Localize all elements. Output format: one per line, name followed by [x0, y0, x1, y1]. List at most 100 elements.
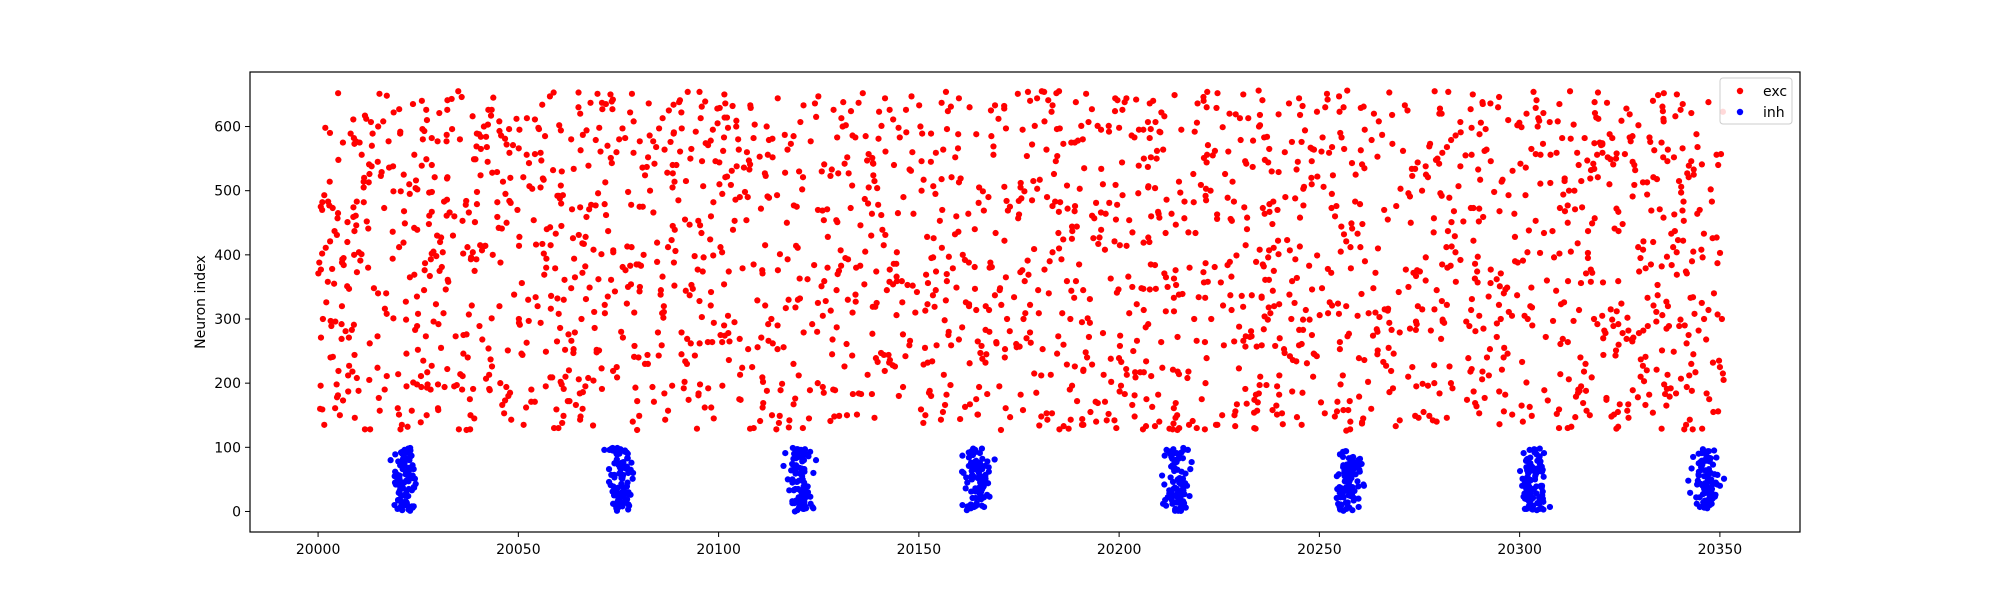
exc-spike	[1155, 391, 1162, 398]
exc-spike	[1476, 205, 1483, 212]
exc-spike	[868, 210, 876, 217]
exc-spike	[360, 199, 367, 206]
exc-spike	[488, 363, 496, 370]
exc-spike	[1181, 198, 1188, 205]
exc-spike	[438, 263, 445, 271]
exc-spike	[443, 138, 450, 145]
exc-spike	[1572, 414, 1579, 421]
inh-spike	[1171, 458, 1179, 466]
inh-spike	[1177, 480, 1184, 487]
exc-spike	[523, 339, 530, 346]
exc-spike	[1258, 293, 1265, 300]
exc-spike	[1082, 349, 1089, 356]
exc-spike	[1528, 145, 1535, 153]
exc-spike	[1265, 247, 1273, 254]
exc-spike	[1705, 306, 1712, 314]
exc-spike	[883, 287, 890, 294]
exc-spike	[1265, 304, 1272, 311]
exc-spike	[1142, 324, 1149, 331]
exc-spike	[1668, 262, 1675, 269]
exc-spike	[778, 380, 786, 387]
exc-spike	[1107, 355, 1114, 362]
exc-spike	[1146, 238, 1153, 246]
inh-spike	[401, 479, 408, 486]
exc-spike	[1397, 185, 1404, 192]
exc-spike	[1544, 397, 1551, 404]
exc-spike	[365, 225, 372, 232]
inh-spike	[1187, 466, 1194, 473]
exc-spike	[1146, 286, 1153, 293]
exc-spike	[400, 171, 407, 178]
exc-spike	[1514, 292, 1521, 299]
exc-spike	[488, 315, 495, 322]
exc-spike	[1467, 106, 1474, 113]
exc-spike	[565, 367, 573, 374]
exc-spike	[1064, 205, 1071, 212]
exc-spike	[1584, 157, 1591, 164]
exc-spike	[579, 131, 586, 138]
exc-spike	[650, 138, 657, 145]
exc-spike	[744, 194, 751, 201]
exc-spike	[460, 250, 467, 257]
exc-spike	[375, 394, 382, 402]
exc-spike	[796, 275, 803, 282]
exc-spike	[1263, 133, 1271, 140]
exc-spike	[1300, 185, 1307, 192]
exc-spike	[374, 158, 381, 165]
exc-spike	[1328, 269, 1335, 276]
inh-spike	[1527, 461, 1534, 468]
exc-spike	[799, 186, 806, 193]
exc-spike	[966, 360, 973, 367]
exc-spike	[494, 213, 501, 221]
exc-spike	[821, 161, 828, 168]
exc-spike	[1452, 132, 1459, 139]
exc-spike	[954, 145, 962, 152]
exc-spike	[1172, 267, 1179, 274]
exc-spike	[811, 262, 818, 269]
exc-spike	[1524, 249, 1531, 256]
exc-spike	[1688, 387, 1695, 394]
exc-spike	[729, 226, 737, 233]
exc-spike	[1267, 310, 1274, 317]
exc-spike	[1664, 146, 1671, 153]
exc-spike	[448, 125, 456, 133]
exc-spike	[1468, 306, 1475, 314]
exc-spike	[749, 364, 756, 371]
exc-spike	[1340, 407, 1347, 414]
exc-spike	[477, 133, 484, 140]
exc-spike	[1043, 146, 1050, 153]
exc-spike	[1063, 361, 1070, 368]
exc-spike	[1163, 196, 1170, 203]
exc-spike	[1457, 118, 1464, 126]
exc-spike	[434, 405, 442, 412]
exc-spike	[1202, 260, 1209, 267]
inh-spike	[394, 475, 401, 482]
exc-spike	[1085, 118, 1092, 126]
exc-spike	[717, 244, 724, 251]
exc-spike	[1519, 418, 1526, 425]
inh-spike	[1165, 448, 1172, 455]
exc-spike	[973, 396, 980, 403]
exc-spike	[1236, 115, 1244, 122]
exc-spike	[1174, 426, 1181, 434]
exc-spike	[357, 257, 364, 264]
exc-spike	[1133, 337, 1141, 344]
exc-spike	[1308, 331, 1316, 339]
exc-spike	[594, 90, 601, 97]
exc-spike	[1677, 106, 1684, 113]
exc-spike	[1113, 424, 1120, 432]
exc-spike	[434, 138, 441, 145]
exc-spike	[1692, 369, 1699, 376]
exc-spike	[1475, 218, 1482, 225]
inh-spike	[980, 494, 988, 501]
exc-spike	[1613, 308, 1620, 315]
inh-spike	[613, 458, 620, 465]
exc-spike	[360, 178, 367, 185]
exc-spike	[849, 352, 856, 359]
exc-spike	[324, 278, 331, 285]
exc-spike	[1471, 275, 1478, 282]
exc-spike	[1469, 91, 1476, 98]
exc-spike	[557, 182, 564, 189]
exc-spike	[577, 416, 584, 423]
exc-spike	[1607, 306, 1614, 313]
